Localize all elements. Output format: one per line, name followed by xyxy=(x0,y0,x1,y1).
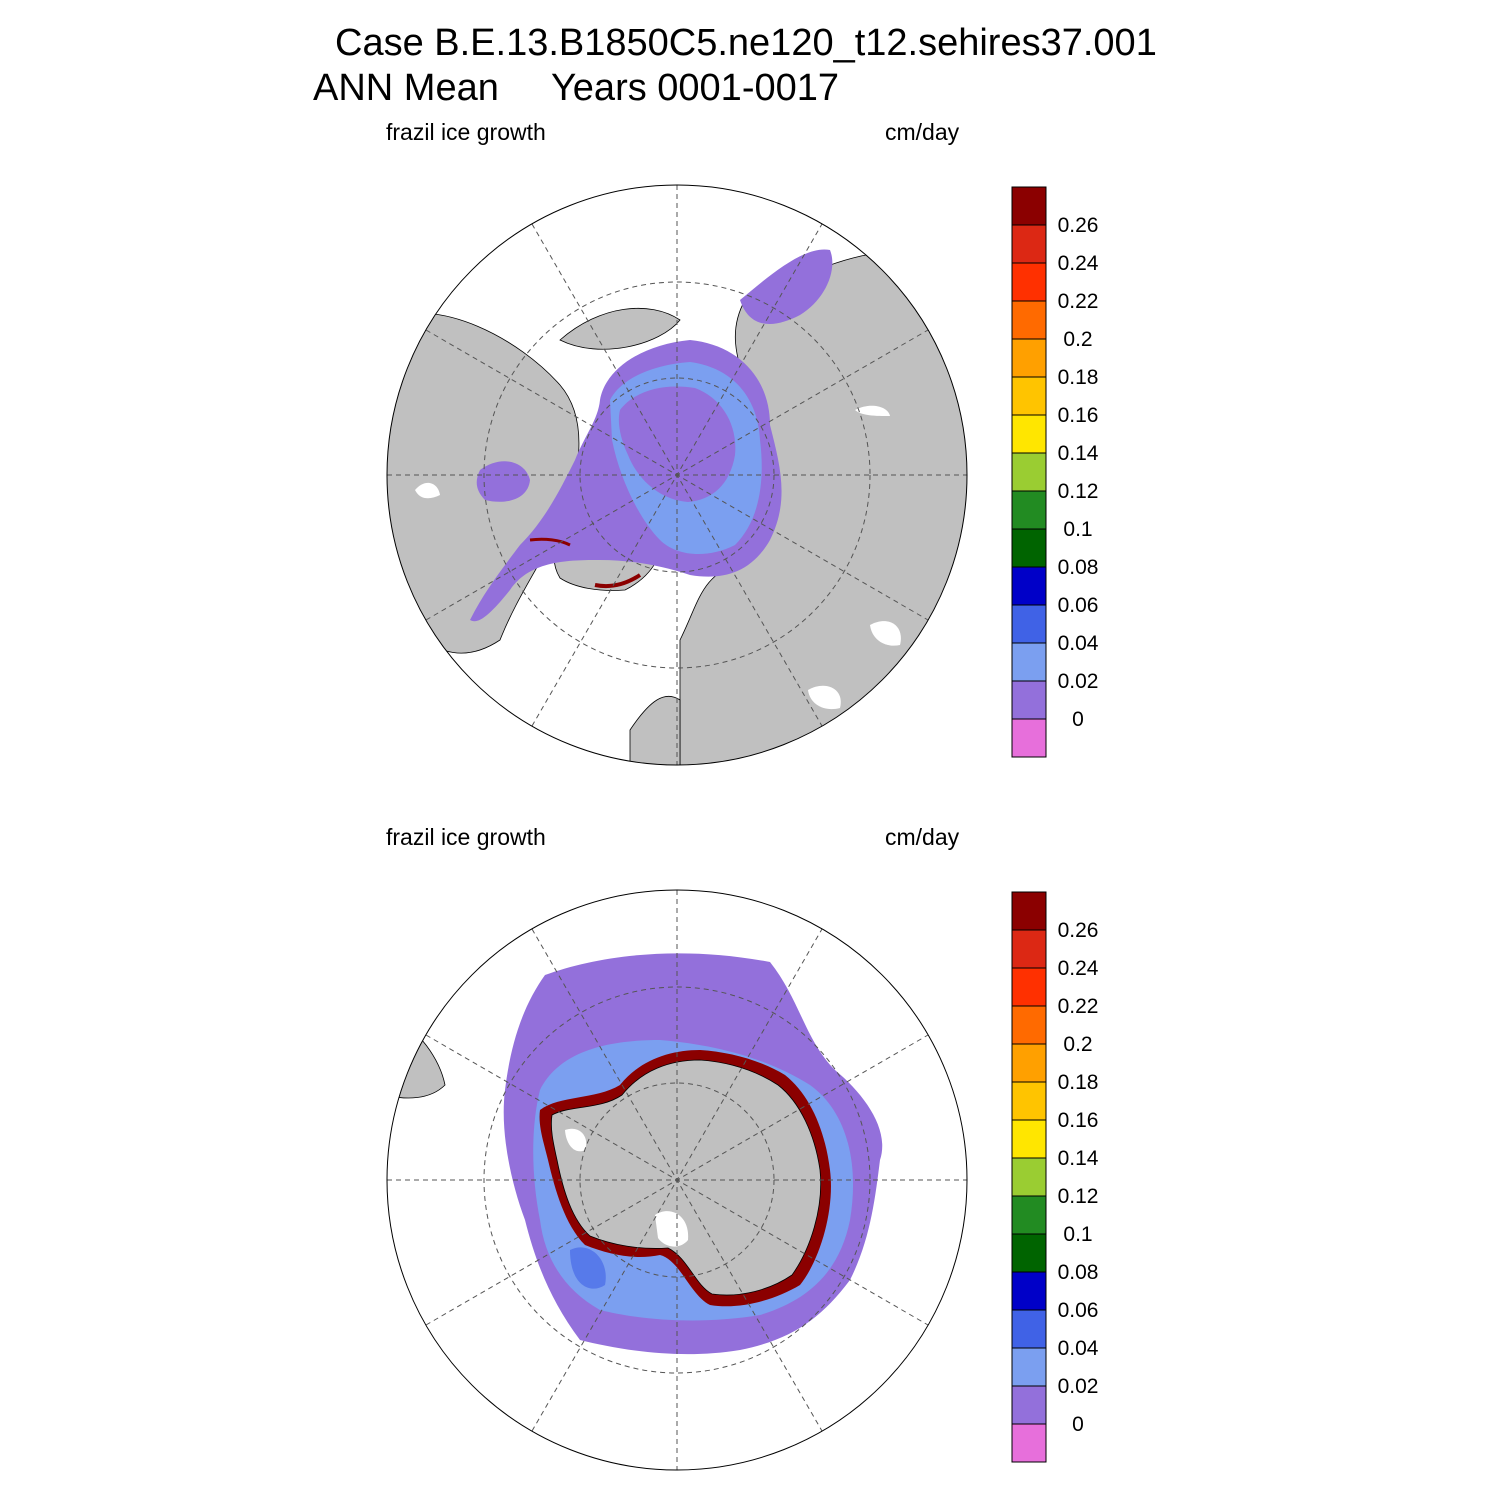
south-colorbar-swatch xyxy=(1011,1309,1047,1349)
period-title: ANN Mean Years 0001-0017 xyxy=(313,67,840,109)
north-graticule xyxy=(387,185,967,765)
south-colorbar-swatch xyxy=(1011,1195,1047,1235)
north-colorbar-tick-label: 0.2 xyxy=(1063,328,1092,351)
south-colorbar-swatch xyxy=(1011,1043,1047,1083)
south-colorbar-swatch xyxy=(1011,1233,1047,1273)
north-colorbar-tick-label: 0.04 xyxy=(1058,632,1099,655)
north-colorbar-tick-label: 0.1 xyxy=(1063,518,1092,541)
north-colorbar-swatch xyxy=(1011,718,1047,758)
south-colorbar-swatch xyxy=(1011,891,1047,931)
north-high-growth-fringe-2 xyxy=(529,537,571,547)
north-lake-1 xyxy=(855,405,890,416)
north-colorbar-swatch xyxy=(1011,680,1047,720)
north-colorbar-tick-label: 0.26 xyxy=(1058,214,1099,237)
north-colorbar: 0 0.02 0.04 0.06 0.08 0.1 0.12 0.14 0.16 0.18 0.2 0… xyxy=(1011,186,1099,758)
north-colorbar-tick-label: 0.08 xyxy=(1058,556,1099,579)
north-colorbar-swatch xyxy=(1011,338,1047,378)
north-ice-core xyxy=(618,386,736,502)
north-lake-4 xyxy=(415,482,440,499)
north-colorbar-tick-label: 0.24 xyxy=(1058,252,1099,275)
south-variable-label: frazil ice growth xyxy=(386,824,546,850)
north-colorbar-tick-label: 0.18 xyxy=(1058,366,1099,389)
north-colorbar-swatch xyxy=(1011,186,1047,226)
case-title: Case B.E.13.B1850C5.ne120_t12.sehires37.… xyxy=(335,22,1157,64)
south-colorbar-tick-label: 0.22 xyxy=(1058,995,1099,1018)
north-colorbar-tick-label: 0.22 xyxy=(1058,290,1099,313)
north-sea-ice-hudson xyxy=(476,461,530,502)
north-colorbar-tick-label: 0.14 xyxy=(1058,442,1099,465)
north-colorbar-tick-label: 0.06 xyxy=(1058,594,1099,617)
north-colorbar-swatch xyxy=(1011,224,1047,264)
south-colorbar-swatch xyxy=(1011,1119,1047,1159)
south-colorbar-tick-label: 0.08 xyxy=(1058,1261,1099,1284)
north-land-europe-south xyxy=(629,695,681,765)
south-units-label: cm/day xyxy=(885,824,960,850)
south-colorbar-swatch xyxy=(1011,967,1047,1007)
south-colorbar-swatch xyxy=(1011,1081,1047,1121)
south-colorbar-tick-label: 0.04 xyxy=(1058,1337,1099,1360)
south-colorbar-tick-label: 0.06 xyxy=(1058,1299,1099,1322)
south-graticule xyxy=(387,890,967,1470)
north-colorbar-swatch xyxy=(1011,642,1047,682)
north-map-boundary xyxy=(386,184,968,766)
south-ice-patch-weddell xyxy=(570,1247,606,1289)
north-lake-2 xyxy=(870,621,901,646)
south-colorbar-tick-label: 0.26 xyxy=(1058,919,1099,942)
south-colorbar-tick-label: 0.1 xyxy=(1063,1223,1092,1246)
north-colorbar-swatch xyxy=(1011,414,1047,454)
north-land-alaska xyxy=(559,307,681,350)
south-colorbar: 0 0.02 0.04 0.06 0.08 0.1 0.12 0.14 0.16 0.18 0.2 0… xyxy=(1011,891,1099,1463)
south-colorbar-tick-label: 0 xyxy=(1072,1413,1084,1436)
north-colorbar-swatch xyxy=(1011,528,1047,568)
south-colorbar-swatch xyxy=(1011,1157,1047,1197)
north-colorbar-swatch xyxy=(1011,262,1047,302)
south-colorbar-swatch xyxy=(1011,1347,1047,1387)
north-colorbar-swatch xyxy=(1011,566,1047,606)
south-colorbar-swatch xyxy=(1011,1385,1047,1425)
north-colorbar-swatch xyxy=(1011,300,1047,340)
south-colorbar-tick-label: 0.2 xyxy=(1063,1033,1092,1056)
south-ross-ice-shelf xyxy=(655,1211,689,1247)
north-colorbar-tick-label: 0.16 xyxy=(1058,404,1099,427)
south-colorbar-swatch xyxy=(1011,1005,1047,1045)
south-colorbar-swatch xyxy=(1011,1271,1047,1311)
north-colorbar-swatch xyxy=(1011,452,1047,492)
north-variable-label: frazil ice growth xyxy=(386,119,546,145)
north-colorbar-swatch xyxy=(1011,490,1047,530)
south-colorbar-tick-label: 0.02 xyxy=(1058,1375,1099,1398)
south-colorbar-tick-label: 0.18 xyxy=(1058,1071,1099,1094)
south-colorbar-tick-label: 0.14 xyxy=(1058,1147,1099,1170)
north-units-label: cm/day xyxy=(885,119,960,145)
north-colorbar-swatch xyxy=(1011,376,1047,416)
south-weddell-ice-shelf xyxy=(565,1128,587,1152)
south-colorbar-tick-label: 0.24 xyxy=(1058,957,1099,980)
south-colorbar-tick-label: 0.12 xyxy=(1058,1185,1099,1208)
south-colorbar-tick-label: 0.16 xyxy=(1058,1109,1099,1132)
north-colorbar-tick-label: 0.12 xyxy=(1058,480,1099,503)
north-high-growth-fringe xyxy=(594,573,642,589)
south-colorbar-swatch xyxy=(1011,1423,1047,1463)
north-lake-3 xyxy=(808,685,841,710)
south-polar-map xyxy=(386,889,968,1471)
north-colorbar-tick-label: 0.02 xyxy=(1058,670,1099,693)
south-map-boundary xyxy=(386,889,968,1471)
north-colorbar-swatch xyxy=(1011,604,1047,644)
north-polar-map xyxy=(386,184,968,766)
north-colorbar-tick-label: 0 xyxy=(1072,708,1084,731)
south-colorbar-swatch xyxy=(1011,929,1047,969)
